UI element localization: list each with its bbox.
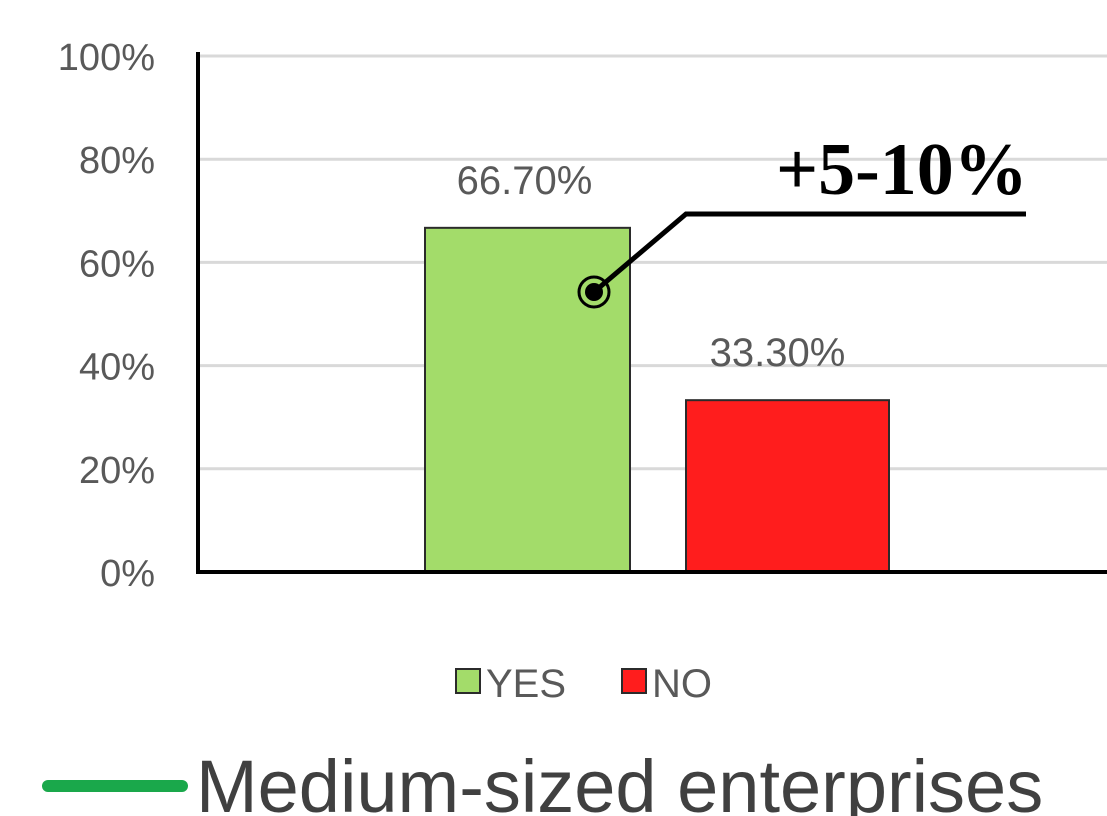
annotation-text: +5-10% [776,129,1028,211]
legend: YES NO [455,662,712,706]
annotation-callout: +5-10% [577,129,1028,309]
y-tick-label: 0% [100,553,155,595]
data-label-yes: 66.70% [457,159,593,203]
legend-swatch-yes [455,668,481,694]
y-tick-label: 80% [79,140,155,182]
gridlines [198,54,1107,471]
legend-label-no: NO [652,662,712,706]
bars [424,226,890,573]
y-tick-label: 60% [79,243,155,285]
data-labels: 66.70% 33.30% [457,159,846,375]
annotation-leader-line [592,211,1026,294]
y-tick-label: 20% [79,450,155,492]
caption-text: Medium-sized enterprises [196,745,1043,816]
legend-label-yes: YES [486,662,566,706]
bar-no [685,399,890,573]
annotation-marker-dot [585,283,603,301]
annotation-marker-ring [577,275,611,309]
caption: Medium-sized enterprises [42,745,1043,816]
y-tick-label: 100% [58,37,155,79]
data-label-no: 33.30% [710,331,846,375]
y-axis-tick-labels: 0% 20% 40% 60% 80% 100% [58,37,155,595]
legend-swatch-no [621,668,647,694]
y-tick-label: 40% [79,347,155,389]
